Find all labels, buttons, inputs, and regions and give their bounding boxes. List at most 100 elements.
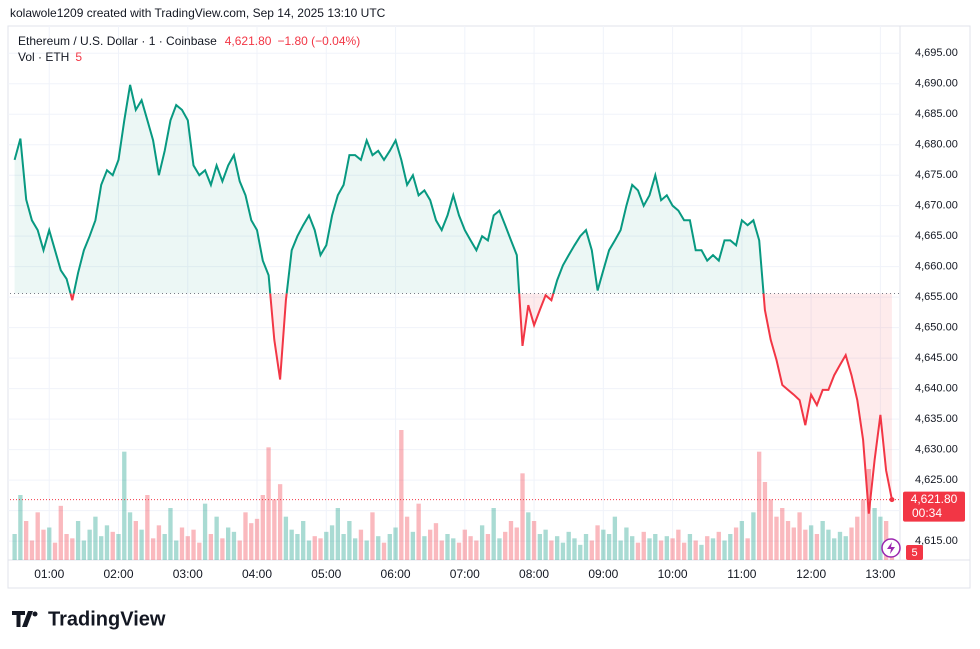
volume-bar [58, 505, 63, 560]
volume-bar [416, 503, 421, 560]
x-tick-label: 05:00 [311, 567, 341, 581]
x-tick-label: 12:00 [796, 567, 826, 581]
volume-bar [266, 447, 271, 560]
volume-bar [283, 516, 289, 560]
volume-bar [179, 527, 185, 560]
symbol-title: Ethereum / U.S. Dollar · 1 · Coinbase 4,6… [18, 34, 360, 48]
logo-dot [32, 611, 38, 617]
y-tick-label: 4,650.00 [915, 322, 958, 334]
volume-bar [168, 508, 173, 560]
last-point [889, 497, 895, 503]
volume-bar [122, 451, 127, 560]
price-plot [10, 84, 900, 514]
volume-bar [531, 521, 537, 560]
volume-bar [733, 527, 739, 560]
volume-bar [699, 544, 704, 560]
volume-bar [785, 521, 791, 560]
volume-bar [687, 534, 693, 560]
brand-name: TradingView [48, 608, 166, 630]
volume-legend: Vol · ETH 5 [18, 50, 82, 64]
volume-bar [826, 529, 831, 560]
volume-bar [445, 534, 450, 560]
volume-bar [670, 538, 675, 560]
volume-bar [491, 508, 496, 560]
price-line-up [13, 84, 765, 294]
volume-bar [220, 538, 225, 560]
y-tick-label: 4,685.00 [915, 108, 958, 120]
volume-bar [762, 482, 768, 560]
volume-bar [768, 499, 773, 560]
volume-bar [93, 516, 98, 560]
volume-bar [693, 540, 698, 560]
volume-bar [289, 529, 294, 560]
volume-bar [630, 536, 635, 560]
y-tick-label: 4,615.00 [915, 535, 958, 547]
volume-bar [150, 538, 156, 560]
y-tick-label: 4,640.00 [915, 383, 958, 395]
volume-bar [237, 540, 242, 560]
volume-bar [52, 542, 58, 560]
volume-bar [99, 536, 104, 560]
volume-bar [358, 529, 364, 560]
volume-bar [376, 536, 381, 560]
volume-bar [837, 531, 843, 560]
volume-bar [797, 512, 802, 560]
volume-bar [618, 540, 623, 560]
volume-bar [277, 484, 283, 560]
volume-bar [554, 536, 560, 560]
volume-bar [202, 503, 208, 560]
volume-bar [352, 538, 358, 560]
volume-bar [497, 538, 502, 560]
volume-bar [710, 538, 716, 560]
credit: kolawole1209 created with TradingView.co… [10, 6, 386, 20]
volume-bar [757, 451, 762, 560]
volume-bar [75, 521, 81, 560]
symbol-name: Ethereum / U.S. Dollar · 1 · Coinbase [18, 34, 217, 48]
volume-bar [566, 531, 571, 560]
volume-bar [543, 529, 548, 560]
volume-bar [145, 495, 150, 560]
y-tick-label: 4,695.00 [915, 47, 958, 59]
volume-bar [624, 527, 629, 560]
volume-bar [81, 540, 87, 560]
lightning-icon[interactable] [881, 538, 901, 558]
volume-bar [64, 534, 69, 560]
volume-bar [849, 527, 854, 560]
y-tick-label: 4,665.00 [915, 230, 958, 242]
legend-change: −1.80 (−0.04%) [277, 34, 360, 48]
y-tick-label: 4,670.00 [915, 200, 958, 212]
volume-last: 5 [75, 50, 82, 64]
y-tick-label: 4,690.00 [915, 78, 958, 90]
volume-bar [301, 521, 306, 560]
volume-bar [537, 534, 543, 560]
y-tick-label: 4,655.00 [915, 291, 958, 303]
y-tick-label: 4,635.00 [915, 413, 958, 425]
volume-bar [110, 531, 115, 560]
y-tick-label: 4,680.00 [915, 139, 958, 151]
volume-bar [653, 534, 658, 560]
x-tick-label: 01:00 [34, 567, 64, 581]
volume-bar [422, 536, 427, 560]
volume-bar [722, 540, 727, 560]
volume-bar [705, 536, 710, 560]
volume-bar [641, 531, 646, 560]
volume-bar [35, 512, 40, 560]
volume-bar [872, 508, 877, 560]
icon-bolt[interactable] [887, 542, 895, 554]
x-tick-label: 03:00 [173, 567, 203, 581]
volume-bar [664, 536, 669, 560]
volume-bar [347, 521, 352, 560]
x-tick-label: 07:00 [450, 567, 480, 581]
volume-bar [41, 529, 46, 560]
volume-bar [451, 538, 456, 560]
x-tick-label: 11:00 [727, 567, 756, 581]
volume-bar [341, 534, 346, 560]
x-tick-label: 06:00 [381, 567, 411, 581]
volume-bar [104, 525, 110, 560]
volume-bar [878, 516, 883, 560]
volume-bar [820, 521, 825, 560]
area-above [14, 84, 892, 294]
legend-price: 4,621.80 [225, 34, 272, 48]
y-tick-label: 4,660.00 [915, 261, 958, 273]
volume-bar [843, 536, 848, 560]
